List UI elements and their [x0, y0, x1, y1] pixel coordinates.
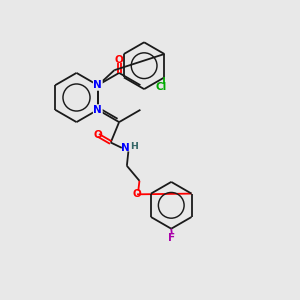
Text: O: O — [94, 130, 103, 140]
Text: F: F — [168, 233, 175, 243]
Text: O: O — [115, 55, 124, 65]
Text: N: N — [93, 105, 102, 115]
Text: O: O — [133, 189, 141, 199]
Text: Cl: Cl — [155, 82, 166, 92]
Text: H: H — [130, 142, 138, 151]
Text: N: N — [121, 143, 130, 153]
Text: N: N — [93, 80, 102, 90]
